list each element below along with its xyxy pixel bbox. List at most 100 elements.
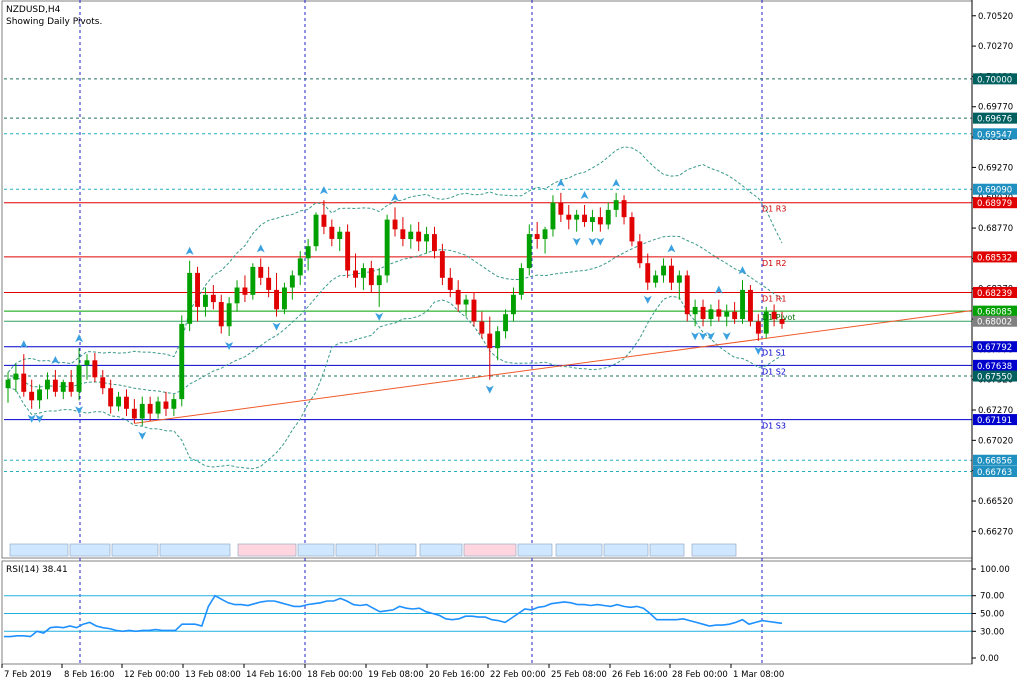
candle-body [68,382,74,392]
price-tag-box [973,341,1017,353]
candle-body [574,214,580,220]
price-tag-box [973,183,1017,195]
pivot-labels: D1 R3 D1 R2 D1 R1 D1 Pivot D1 S1 D1 S2 D1 S3 [762,205,795,431]
fractal-down-arrow [138,431,147,440]
candle-body [455,289,461,305]
candle-body [250,266,256,295]
candle-body [234,287,240,304]
session-box [691,543,737,557]
candle-body [511,294,516,315]
candle-body [763,311,769,334]
fractal-up-arrow [667,244,676,253]
candle-body [518,268,524,295]
session-box [555,543,603,557]
session-box [603,543,649,557]
candle-body [534,234,540,239]
price-tag-label: 0.69547 [977,130,1012,140]
candle-body [732,311,738,320]
candle-body [708,309,714,319]
candle-body [487,333,493,349]
pivot-subtitle: Showing Daily Pivots. [6,17,102,27]
price-tag-box [973,112,1017,124]
price-tag-box [973,315,1017,327]
candle-body [329,226,335,239]
rsi-tick-label: 0.00 [980,654,999,664]
price-tag-box [973,197,1017,209]
pivot-label: D1 R3 [762,205,786,214]
price-tag-box [973,286,1017,298]
fractal-up-arrow [319,186,328,195]
price-tag-label: 0.69676 [977,115,1012,125]
candle-body [692,306,698,315]
candle-body [305,246,311,259]
candle-body [447,277,453,290]
candle-body [218,302,224,327]
candle-body [226,303,232,327]
session-box [377,543,417,557]
candle-body [503,314,508,332]
candle-body [147,403,153,414]
price-tag-label: 0.66763 [977,468,1012,478]
price-tag-label: 0.68532 [977,253,1012,263]
session-box [237,543,297,557]
candle-body [282,287,287,310]
fractal-down-arrow [225,342,234,351]
candle-body [187,272,193,324]
time-tick-label: 12 Feb 00:00 [124,670,180,680]
fractal-down-arrow [754,346,763,355]
candle-body [669,265,674,283]
candle-body [748,289,753,322]
price-tag-box [973,414,1017,426]
price-tick-label: 0.69770 [978,103,1013,113]
price-tag-box [973,454,1017,466]
session-box [111,543,159,557]
candle-body [171,399,177,409]
candle-body [684,275,690,315]
rsi-label: RSI(14) 38.41 [6,565,68,575]
candle-body [92,360,98,378]
session-box [297,543,335,557]
candle-body [479,321,485,334]
candle-body [779,319,785,324]
pivot-label: D1 R1 [762,294,786,303]
fractal-down-arrow [35,414,44,423]
candle-body [45,379,50,390]
candle-body [463,299,469,305]
candle-body [21,373,27,392]
fractal-up-arrow [556,178,565,187]
time-tick-label: 18 Feb 00:00 [307,670,363,680]
bollinger-bands [7,146,783,470]
candle-body [637,241,643,264]
candle-body [5,379,11,389]
candle-body [76,365,82,392]
session-box [159,543,231,557]
time-tick-label: 14 Feb 16:00 [246,670,302,680]
price-tick-label: 0.69270 [978,163,1013,173]
candles-layer [5,192,785,426]
rsi-tick-label: 100.00 [980,565,1010,575]
price-tick-label: 0.67270 [978,406,1013,416]
candle-body [755,321,761,334]
candle-body [400,229,406,239]
candle-body [376,275,382,286]
candle-body [590,217,595,222]
fractal-down-arrow [643,295,652,304]
time-tick-label: 7 Feb 2019 [4,670,52,680]
candle-body [337,231,343,239]
price-tick-label: 0.70520 [978,12,1013,22]
session-box [517,543,553,557]
candle-body [60,382,66,392]
candle-body [266,277,272,290]
candle-body [416,231,422,242]
price-tag-label: 0.69090 [977,186,1012,196]
price-tag-box [973,251,1017,263]
rsi-tick-label: 70.00 [980,592,1004,602]
candle-body [195,272,200,307]
price-tag-box [973,128,1017,140]
candle-body [471,299,477,322]
price-tag-label: 0.68085 [977,308,1012,318]
trendline [134,310,973,424]
candle-body [131,408,137,419]
